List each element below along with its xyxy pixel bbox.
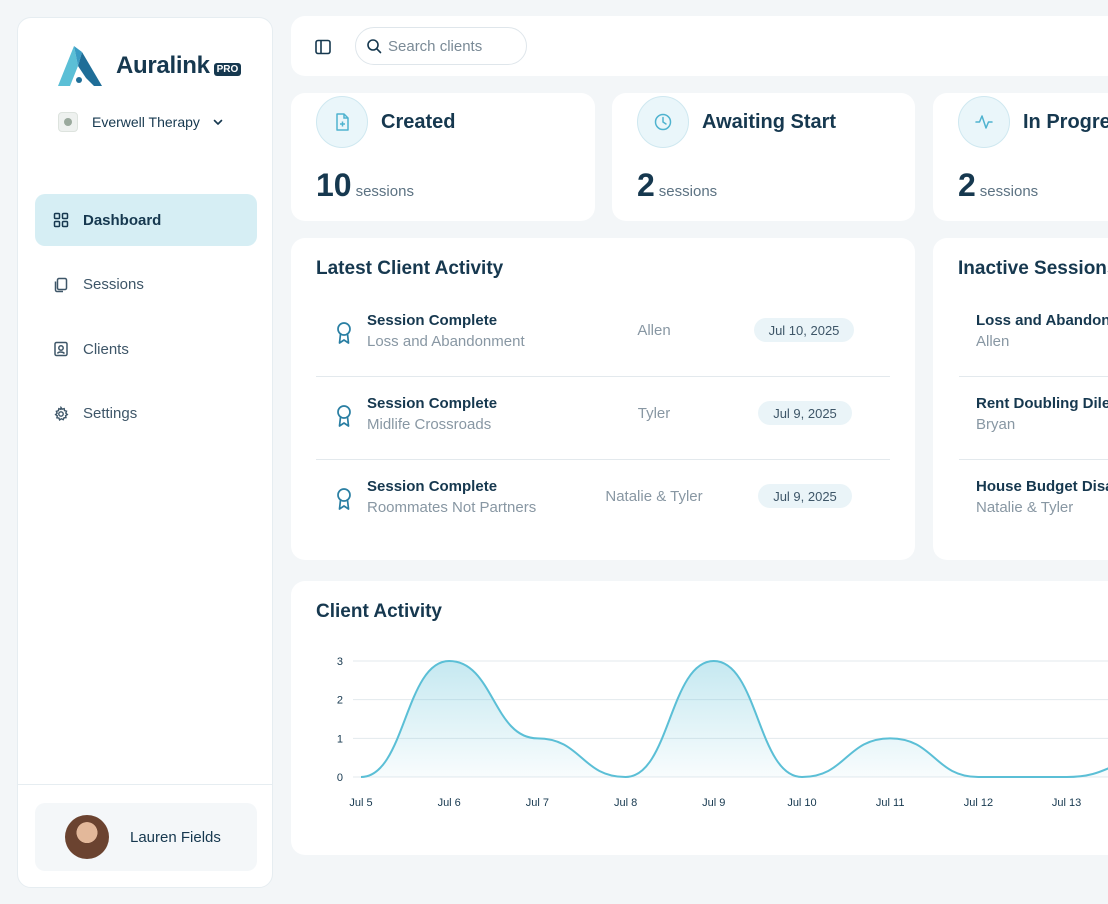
gear-icon — [54, 405, 69, 421]
inactive-sessions-panel: Inactive Sessions Loss and Abandonment A… — [933, 238, 1108, 560]
inactive-session-name: Loss and Abandonment — [976, 312, 1108, 329]
activity-row[interactable]: Session Complete Roommates Not Partners … — [316, 461, 890, 543]
stat-number: 2 — [637, 167, 655, 203]
inactive-session-name: House Budget Disagreement — [976, 478, 1108, 495]
stat-value: 2 sessions — [637, 167, 717, 204]
latest-activity-panel: Latest Client Activity Session Complete … — [291, 238, 915, 560]
stat-number: 2 — [958, 167, 976, 203]
nav-label-settings: Settings — [83, 405, 138, 422]
y-tick-label: 2 — [337, 695, 343, 707]
x-tick-label: Jul 11 — [876, 797, 905, 809]
org-switcher[interactable]: Everwell Therapy — [58, 112, 224, 132]
brand-name: Auralink — [116, 52, 210, 79]
file-plus-icon — [316, 96, 368, 148]
nav-label-dashboard: Dashboard — [83, 211, 162, 229]
org-logo — [58, 112, 78, 132]
activity-session: Loss and Abandonment — [367, 333, 525, 350]
copy-icon — [54, 277, 68, 292]
x-tick-label: Jul 7 — [526, 797, 549, 809]
search-box[interactable] — [355, 27, 527, 65]
nav-item-settings[interactable]: Settings — [35, 388, 257, 440]
inactive-session-row[interactable]: House Budget Disagreement Natalie & Tyle… — [959, 461, 1108, 543]
brand-logo[interactable]: Auralink PRO — [56, 44, 242, 88]
inactive-session-client: Allen — [976, 333, 1010, 350]
nav-item-dashboard[interactable]: Dashboard — [35, 194, 257, 246]
x-tick-label: Jul 5 — [349, 797, 372, 809]
chevron-down-icon — [213, 119, 223, 125]
x-tick-label: Jul 9 — [702, 797, 725, 809]
clock-icon — [637, 96, 689, 148]
inactive-session-row[interactable]: Rent Doubling Dilemma Bryan — [959, 378, 1108, 460]
x-tick-label: Jul 8 — [614, 797, 637, 809]
stat-title: Awaiting Start — [702, 111, 837, 133]
y-tick-label: 3 — [337, 656, 343, 668]
stat-unit: sessions — [355, 183, 414, 200]
x-tick-label: Jul 6 — [438, 797, 461, 809]
activity-client: Natalie & Tyler — [605, 488, 703, 505]
activity-row[interactable]: Session Complete Midlife Crossroads Tyle… — [316, 378, 890, 460]
y-tick-label: 1 — [337, 733, 343, 745]
stat-title: Created — [381, 111, 456, 133]
activity-client: Tyler — [637, 405, 671, 422]
panel-title: Latest Client Activity — [316, 258, 504, 279]
x-tick-label: Jul 13 — [1052, 797, 1081, 809]
nav-item-sessions[interactable]: Sessions — [35, 259, 257, 311]
nav-label-sessions: Sessions — [83, 276, 144, 293]
client-activity-panel: Client Activity 0 1 2 3 Jul 5 Jul 6 Jul 7 Jul 8… — [291, 581, 1108, 855]
pro-badge: PRO — [213, 62, 242, 76]
stat-title: In Progress — [1023, 111, 1108, 133]
user-profile[interactable]: Lauren Fields — [35, 803, 257, 871]
client-activity-chart: 0 1 2 3 Jul 5 Jul 6 Jul 7 Jul 8 Jul 9 Jul 10 Jul 1… — [337, 656, 1108, 809]
date-badge: Jul 9, 2025 — [758, 401, 852, 425]
stat-card-created[interactable]: Created 10 sessions — [291, 93, 595, 221]
sidebar-toggle-icon[interactable] — [314, 38, 332, 56]
search-input[interactable] — [388, 37, 518, 55]
nav-item-clients[interactable]: Clients — [35, 323, 257, 375]
stat-number: 10 — [316, 167, 352, 203]
activity-session: Roommates Not Partners — [367, 499, 537, 516]
contact-icon — [54, 341, 68, 357]
inactive-session-name: Rent Doubling Dilemma — [976, 395, 1108, 412]
main-nav: Dashboard Sessions Clients Settings — [35, 194, 257, 452]
nav-label-clients: Clients — [83, 340, 129, 358]
stat-card-awaiting-start[interactable]: Awaiting Start 2 sessions — [612, 93, 915, 221]
search-icon — [367, 39, 382, 54]
sidebar: Auralink PRO Everwell Therapy Dashboard … — [17, 17, 273, 888]
sidebar-divider — [18, 784, 272, 785]
stat-value: 10 sessions — [316, 167, 414, 204]
stat-unit: sessions — [658, 183, 718, 200]
org-name: Everwell Therapy — [92, 114, 200, 130]
grid-icon — [53, 212, 69, 228]
stat-unit: sessions — [979, 183, 1039, 200]
activity-client: Allen — [637, 322, 671, 339]
activity-row[interactable]: Session Complete Loss and Abandonment Al… — [316, 295, 890, 377]
chart-title: Client Activity — [316, 601, 442, 622]
activity-status: Session Complete — [367, 395, 498, 412]
area-fill — [361, 661, 1108, 777]
activity-icon — [958, 96, 1010, 148]
stat-value: 2 sessions — [958, 167, 1038, 204]
user-name: Lauren Fields — [130, 828, 221, 846]
date-badge: Jul 9, 2025 — [758, 484, 852, 508]
inactive-session-row[interactable]: Loss and Abandonment Allen — [959, 295, 1108, 377]
award-icon — [337, 405, 351, 427]
activity-status: Session Complete — [367, 478, 498, 495]
panel-title: Inactive Sessions — [958, 258, 1108, 279]
series-line — [360, 659, 1108, 779]
inactive-session-client: Bryan — [976, 416, 1016, 433]
avatar — [65, 815, 109, 859]
inactive-session-client: Natalie & Tyler — [976, 499, 1074, 516]
y-tick-label: 0 — [337, 772, 343, 784]
x-tick-label: Jul 10 — [787, 797, 816, 809]
activity-session: Midlife Crossroads — [367, 416, 492, 433]
activity-status: Session Complete — [367, 312, 498, 329]
top-bar — [291, 16, 1108, 76]
x-tick-label: Jul 12 — [964, 797, 993, 809]
award-icon — [337, 488, 351, 510]
auralink-logo-icon — [58, 46, 102, 86]
date-badge: Jul 10, 2025 — [754, 318, 854, 342]
award-icon — [337, 322, 351, 344]
